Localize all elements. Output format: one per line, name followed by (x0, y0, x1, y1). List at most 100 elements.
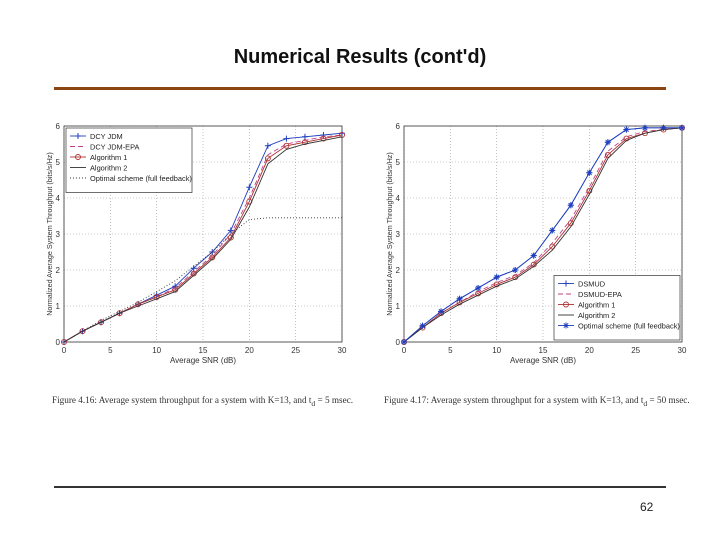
chart2-plot-frame (403, 125, 683, 343)
caption-right-subscript: d (643, 398, 648, 408)
chart1-legend-label: DCY JDM-EPA (90, 143, 139, 152)
chart1-y-tick-label: 5 (56, 158, 61, 167)
chart2-legend-label: DSMUD-EPA (578, 290, 622, 299)
chart2-series-line-5 (403, 127, 682, 343)
chart2-legend-label: Algorithm 2 (578, 311, 615, 320)
chart2-x-tick-label: 0 (402, 346, 407, 355)
chart2-x-tick-label: 5 (448, 346, 453, 355)
chart2-legend-box (553, 275, 681, 341)
chart1-series-3-point (283, 142, 290, 149)
chart1-series-3-point (116, 310, 123, 317)
chart2-series-5-point (549, 227, 556, 234)
chart1-legend-label: Algorithm 2 (90, 164, 127, 173)
chart2-series-3-point (623, 135, 630, 142)
chart1-y-tick-label: 0 (56, 338, 61, 347)
chart1-series-3-point (264, 155, 271, 162)
chart2-series-line-4 (403, 127, 683, 343)
chart1-series-3-point (153, 294, 160, 300)
chart2-legend-marker (563, 280, 569, 287)
caption-left-tail: = 5 msec. (315, 395, 354, 405)
chart1-series-1-point (246, 184, 253, 191)
chart1-series-3-point (339, 132, 345, 138)
chart1-series-3-point (227, 234, 234, 241)
chart1-series-3-point (61, 339, 67, 345)
slide-title: Numerical Results (cont'd) (233, 46, 487, 68)
chart1-x-tick-label: 15 (199, 346, 208, 355)
page-number: 62 (640, 500, 654, 514)
chart2-series-line-3 (403, 127, 683, 343)
figure-caption-right: Figure 4.17: Average system throughput f… (384, 395, 690, 408)
chart1-x-tick-label: 20 (245, 346, 254, 355)
chart2-series-5-point (604, 139, 611, 146)
chart2-y-tick-label: 4 (396, 194, 401, 203)
chart1-series-3-point (209, 254, 216, 261)
chart1-series-1-point (209, 249, 216, 255)
chart2-legend-label: DSMUD (578, 280, 605, 289)
chart1-series-line-5 (63, 217, 342, 343)
chart2-legend-label: Algorithm 1 (578, 301, 615, 310)
chart-left: 0 5 10 15 20 25 30 0 1 2 3 4 5 6 Average SNR (dB) Norma… (45, 122, 347, 365)
caption-left-subscript: d (311, 398, 316, 408)
chart2-series-3-point (604, 151, 611, 158)
chart2-series-5-point (530, 252, 537, 259)
chart2-x-tick-label: 25 (631, 346, 640, 355)
chart2-x-axis-label: Average SNR (dB) (510, 356, 576, 365)
chart1-series-1-point (301, 133, 308, 140)
chart2-x-tick-label: 20 (585, 346, 594, 355)
chart1-series-1-point (264, 142, 271, 149)
chart2-series-5-point (512, 267, 519, 273)
chart2-series-5-point (456, 295, 463, 302)
chart2-series-5-point (401, 339, 407, 345)
chart1-y-tick-label: 3 (56, 230, 61, 239)
chart1-y-axis-label: Normalized Average System Throughput (bi… (45, 152, 54, 316)
chart2-y-tick-label: 2 (396, 266, 401, 275)
chart1-x-tick-label: 5 (108, 346, 113, 355)
caption-right-text: Figure 4.17: Average system throughput f… (384, 395, 644, 405)
chart2-x-tick-label: 10 (492, 346, 501, 355)
chart2-y-tick-label: 5 (396, 158, 401, 167)
chart1-legend-label: Optimal scheme (full feedback) (90, 174, 192, 183)
chart2-series-5-point (438, 308, 445, 315)
chart1-series-3-point (301, 139, 308, 146)
chart1-legend-label: DCY JDM (90, 132, 123, 141)
chart1-y-tick-label: 2 (56, 266, 61, 275)
chart2-series-3-point (586, 187, 593, 194)
chart1-y-tick-label: 6 (56, 122, 61, 131)
chart1-series-3-point (320, 135, 327, 142)
chart2-series-5-point (641, 124, 648, 131)
chart1-x-tick-label: 10 (152, 346, 161, 355)
chart1-legend-label: Algorithm 1 (90, 153, 127, 162)
footer-divider (54, 486, 666, 488)
chart1-series-1-point (227, 227, 234, 234)
chart1-series-1-point (283, 135, 290, 142)
chart2-y-tick-label: 1 (396, 302, 401, 311)
chart2-legend-marker (563, 301, 569, 308)
chart1-y-tick-label: 4 (56, 194, 61, 203)
chart2-series-5-point (679, 124, 685, 131)
chart2-series-5-point (660, 124, 667, 131)
chart2-y-tick-label: 3 (396, 230, 401, 239)
chart1-legend-marker (75, 133, 81, 139)
chart2-x-tick-label: 30 (678, 346, 687, 355)
chart2-series-5-point (419, 322, 426, 329)
chart1-x-tick-label: 30 (338, 346, 347, 355)
chart2-series-5 (401, 124, 685, 345)
chart2-legend-label: Optimal scheme (full feedback) (578, 322, 680, 331)
chart-right: 0 5 10 15 20 25 30 0 1 2 3 4 5 6 Average SNR (dB) Norma… (385, 122, 687, 365)
chart2-series-5-point (475, 285, 482, 291)
chart2-series-5-point (567, 202, 574, 209)
chart2-y-tick-label: 0 (396, 338, 401, 347)
caption-right-tail: = 50 msec. (647, 395, 690, 405)
chart2-legend-marker (563, 322, 569, 329)
chart1-y-tick-label: 1 (56, 302, 61, 311)
title-divider (54, 87, 666, 90)
chart1-series-4 (63, 136, 343, 343)
chart1-legend-marker (75, 154, 81, 160)
figure-caption-left: Figure 4.16: Average system throughput f… (52, 395, 353, 408)
chart1-series-line-4 (63, 136, 343, 343)
caption-left-text: Figure 4.16: Average system throughput f… (52, 395, 312, 405)
chart2-series-5-point (493, 274, 500, 281)
chart2-series-5-point (586, 169, 593, 176)
